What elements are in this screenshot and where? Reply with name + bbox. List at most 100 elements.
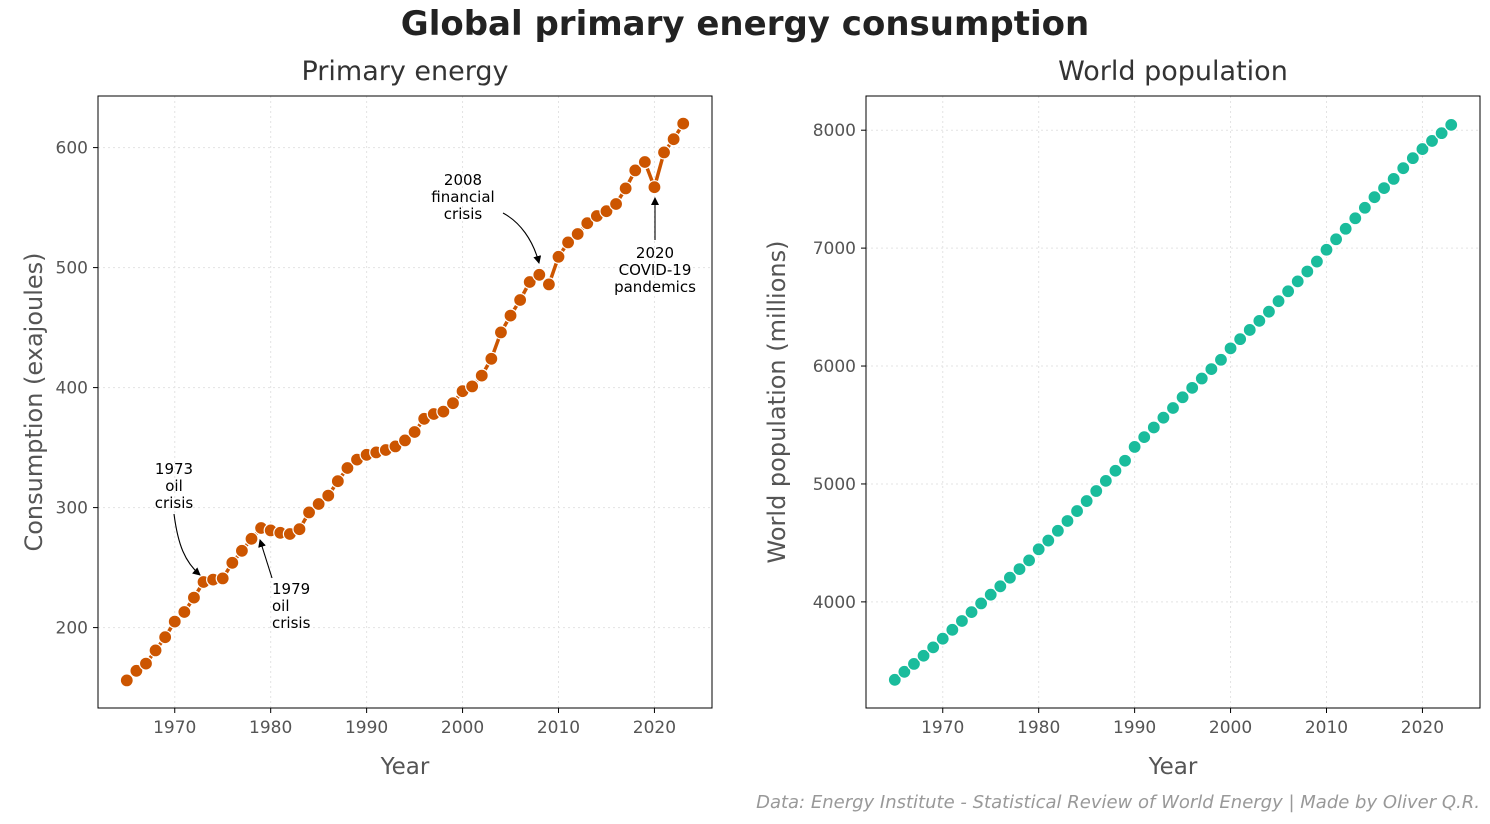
plot-frame bbox=[97, 95, 713, 709]
population-data-point bbox=[1194, 371, 1209, 386]
energy-data-point bbox=[311, 496, 326, 512]
energy-data-point bbox=[522, 274, 537, 290]
x-tick-label: 1980 bbox=[249, 718, 292, 738]
y-tick-label: 6000 bbox=[813, 357, 856, 377]
population-data-point bbox=[1012, 561, 1027, 577]
data-source-credit: Data: Energy Institute - Statistical Rev… bbox=[756, 792, 1480, 813]
population-data-point bbox=[916, 648, 931, 663]
population-data-point bbox=[1319, 242, 1334, 257]
population-data-point bbox=[1041, 533, 1056, 548]
energy-series-line bbox=[125, 122, 685, 682]
energy-data-point bbox=[445, 396, 461, 411]
energy-data-point bbox=[647, 180, 662, 195]
energy-data-point bbox=[666, 132, 681, 147]
energy-data-point bbox=[177, 604, 192, 620]
population-data-point bbox=[1348, 211, 1363, 226]
population-data-point bbox=[945, 622, 960, 637]
population-data-point bbox=[1376, 180, 1392, 196]
energy-data-point bbox=[330, 474, 345, 489]
annotation-arrow bbox=[258, 539, 273, 579]
population-data-point bbox=[1089, 483, 1104, 499]
annotation-arrow bbox=[502, 212, 542, 264]
energy-data-point bbox=[570, 226, 585, 242]
energy-data-point bbox=[292, 522, 307, 537]
energy-data-point bbox=[532, 267, 547, 282]
x-tick-label: 2000 bbox=[441, 718, 484, 738]
chart-title: Primary energy bbox=[302, 56, 509, 87]
energy-data-point bbox=[465, 379, 480, 394]
figure-title: Global primary energy consumption bbox=[400, 4, 1090, 44]
population-data-point bbox=[1434, 126, 1449, 141]
x-tick-label: 2000 bbox=[1209, 718, 1252, 738]
x-tick-label: 2010 bbox=[1305, 718, 1348, 738]
energy-data-point bbox=[637, 154, 652, 170]
population-data-point bbox=[887, 672, 902, 687]
chart-title: World population bbox=[1058, 56, 1288, 87]
energy-data-point bbox=[541, 277, 557, 292]
population-data-point bbox=[1415, 141, 1430, 157]
x-tick-label: 1990 bbox=[1113, 718, 1156, 738]
population-data-point bbox=[1223, 341, 1238, 356]
energy-data-point bbox=[580, 216, 595, 231]
population-data-point bbox=[935, 631, 950, 646]
annotation-label: 2008 financial crisis bbox=[431, 171, 494, 223]
population-data-point bbox=[1444, 117, 1459, 132]
energy-data-point bbox=[656, 145, 672, 160]
x-tick-label: 1980 bbox=[1017, 718, 1060, 738]
y-tick-label: 600 bbox=[56, 139, 88, 159]
energy-data-point bbox=[148, 643, 163, 658]
primary-energy-chart: 1970 1980 1990 2000 2010 2020 200 300 400 500 600 P… bbox=[20, 56, 713, 780]
x-tick-label: 1990 bbox=[345, 718, 388, 738]
population-data-point bbox=[1386, 171, 1401, 186]
energy-data-point bbox=[436, 404, 451, 419]
population-data-point bbox=[1021, 553, 1037, 568]
population-data-point bbox=[1185, 380, 1200, 395]
population-data-point bbox=[897, 664, 912, 679]
population-data-point bbox=[1367, 190, 1382, 205]
population-data-point bbox=[1137, 430, 1152, 445]
energy-data-point bbox=[234, 543, 250, 558]
population-data-point bbox=[993, 579, 1008, 594]
annotation-label: 1979 oil crisis bbox=[272, 580, 311, 632]
population-data-point bbox=[926, 640, 941, 655]
energy-data-point bbox=[484, 351, 499, 366]
population-data-point bbox=[1050, 523, 1065, 538]
x-axis-label: Year bbox=[380, 754, 430, 780]
population-data-point bbox=[1233, 332, 1248, 347]
population-data-point bbox=[1165, 400, 1181, 416]
y-tick-label: 400 bbox=[56, 379, 88, 399]
population-data-point bbox=[1204, 362, 1219, 377]
y-tick-label: 500 bbox=[56, 259, 88, 279]
energy-data-point bbox=[244, 531, 259, 546]
y-tick-label: 4000 bbox=[813, 593, 856, 613]
population-data-point bbox=[1079, 493, 1094, 509]
population-data-point bbox=[1290, 274, 1305, 289]
world-population-chart: 1970 1980 1990 2000 2010 2020 4000 5000 6000 7000… bbox=[763, 56, 1481, 780]
population-data-point bbox=[1271, 294, 1286, 309]
population-data-point bbox=[1338, 221, 1353, 236]
annotation-label: 1973 oil crisis bbox=[155, 460, 194, 512]
population-data-point bbox=[983, 587, 998, 602]
y-tick-label: 5000 bbox=[813, 475, 856, 495]
population-data-point bbox=[1127, 439, 1142, 455]
x-tick-label: 2020 bbox=[1401, 718, 1444, 738]
energy-data-point bbox=[599, 204, 614, 219]
population-data-point bbox=[1424, 133, 1440, 149]
energy-data-point bbox=[340, 460, 355, 476]
y-axis-label: World population (millions) bbox=[763, 241, 791, 564]
energy-data-point bbox=[129, 663, 144, 678]
energy-data-point bbox=[608, 196, 624, 212]
population-data-point bbox=[1156, 410, 1171, 425]
energy-data-point bbox=[513, 292, 528, 308]
energy-data-point bbox=[321, 488, 336, 503]
energy-data-point bbox=[167, 614, 182, 629]
energy-data-point bbox=[628, 163, 643, 178]
population-data-point bbox=[1357, 200, 1372, 215]
y-tick-label: 8000 bbox=[813, 121, 856, 141]
energy-data-point bbox=[119, 673, 134, 688]
y-tick-label: 300 bbox=[56, 499, 88, 519]
x-tick-label: 1970 bbox=[153, 718, 196, 738]
energy-data-point bbox=[158, 630, 173, 645]
energy-data-point bbox=[407, 424, 422, 440]
